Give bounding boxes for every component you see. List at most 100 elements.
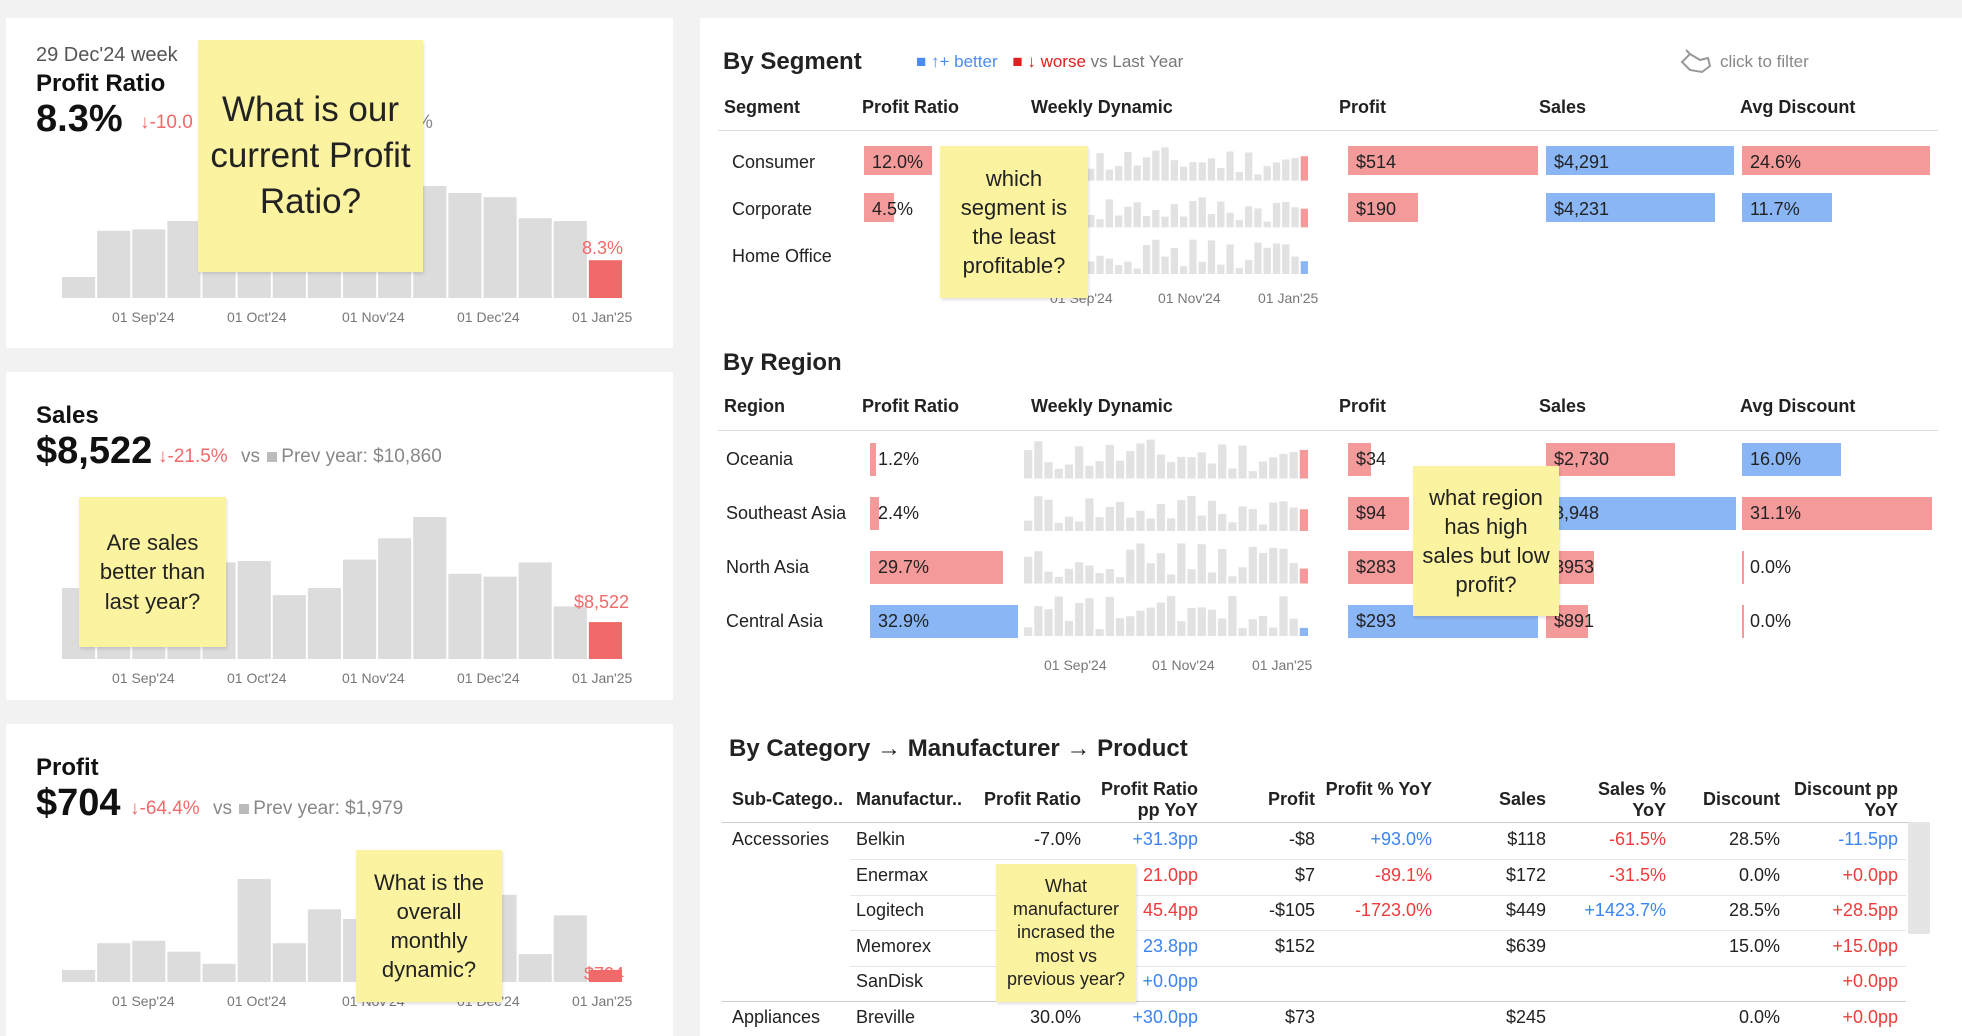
sales-bar[interactable] (1546, 193, 1716, 222)
ratio-bar[interactable] (870, 551, 1004, 584)
cat-col-profit-yoy[interactable]: Profit % YoY (1325, 779, 1432, 799)
seg-col-avg-discount[interactable]: Avg Discount (1740, 97, 1856, 117)
profit-bar[interactable] (1348, 146, 1538, 175)
week-bar[interactable] (132, 940, 166, 982)
week-bar[interactable] (132, 229, 166, 298)
spark-bar (1207, 463, 1217, 479)
week-bar[interactable] (448, 573, 482, 659)
week-bar[interactable] (378, 538, 412, 659)
week-bar[interactable] (272, 943, 306, 982)
spark-bar (1105, 169, 1113, 181)
manufacturer-cell[interactable]: Enermax (856, 864, 929, 885)
cat-col-discount-yoy[interactable]: Discount pp YoY (1794, 779, 1898, 820)
disc-bar[interactable] (1742, 605, 1744, 638)
segment-weekly-dynamic[interactable] (1050, 140, 1320, 280)
table-scrollbar[interactable] (1908, 822, 1930, 934)
week-bar[interactable] (518, 954, 552, 982)
week-bar[interactable] (237, 879, 271, 982)
row-divider (722, 1001, 1906, 1002)
week-bar[interactable] (307, 588, 341, 659)
profit-card[interactable]: Profit $704 ↓-64.4% vs Prev year: $1,979… (6, 724, 673, 1036)
current-week-bar[interactable] (588, 969, 622, 982)
reg-col-profit[interactable]: Profit (1339, 396, 1386, 416)
week-bar[interactable] (167, 221, 201, 298)
x-tick-label: 01 Jan'25 (572, 993, 632, 1009)
cat-col-profit-ratio[interactable]: Profit Ratio (984, 789, 1081, 809)
week-bar[interactable] (97, 943, 131, 982)
week-bar[interactable] (518, 562, 552, 659)
seg-col-sales[interactable]: Sales (1539, 97, 1587, 117)
seg-col-profit-ratio[interactable]: Profit Ratio (862, 97, 959, 117)
week-bar[interactable] (202, 963, 236, 982)
cat-col-manufacturer[interactable]: Manufactur.. (856, 789, 963, 809)
cat-col-sales-yoy[interactable]: Sales % YoY (1597, 779, 1666, 820)
cat-col-subcategory[interactable]: Sub-Catego.. (732, 789, 843, 809)
cat-col-discount[interactable]: Discount (1702, 789, 1780, 809)
disc-bar[interactable] (1742, 193, 1833, 222)
spark-bar (1054, 576, 1063, 584)
manufacturer-cell[interactable]: Memorex (856, 935, 932, 956)
x-tick-label: 01 Sep'24 (112, 309, 175, 325)
week-bar[interactable] (343, 559, 377, 659)
click-to-filter[interactable]: click to filter (1678, 48, 1809, 76)
ratio-bar[interactable] (864, 193, 894, 222)
week-bar[interactable] (518, 218, 552, 298)
profit-bar[interactable] (1348, 193, 1419, 222)
week-bar[interactable] (307, 909, 341, 982)
spark-bar (1105, 199, 1113, 228)
manufacturer-cell[interactable]: SanDisk (856, 971, 924, 991)
reg-col-profit-ratio[interactable]: Profit Ratio (862, 396, 959, 416)
manufacturer-cell[interactable]: Logitech (856, 900, 925, 920)
sales-bar[interactable] (1546, 146, 1734, 175)
disc-bar[interactable] (1742, 443, 1841, 476)
week-bar[interactable] (62, 277, 96, 298)
week-bar[interactable] (62, 969, 96, 982)
region-weekly-dynamic[interactable] (1024, 432, 1320, 642)
reg-col-avg-discount[interactable]: Avg Discount (1740, 396, 1856, 416)
week-bar[interactable] (483, 576, 517, 659)
current-week-bar[interactable] (588, 622, 622, 659)
profit-bar[interactable] (1348, 497, 1409, 530)
ratio-bar[interactable] (870, 443, 876, 476)
cat-col-profit[interactable]: Profit (1268, 789, 1315, 809)
sales-bar[interactable] (1546, 443, 1676, 476)
manufacturer-cell[interactable]: Belkin (856, 829, 906, 849)
seg-col-profit[interactable]: Profit (1339, 97, 1386, 117)
week-bar[interactable] (553, 606, 587, 659)
disc-bar[interactable] (1742, 497, 1932, 530)
spark-bar (1064, 568, 1074, 584)
week-bar[interactable] (237, 561, 271, 659)
reg-col-sales[interactable]: Sales (1539, 396, 1587, 416)
weekly-dynamic-sparklines[interactable] (1050, 140, 1320, 280)
x-tick-label: 01 Dec'24 (457, 309, 520, 325)
spark-bar (1238, 506, 1247, 531)
spark-bar (1289, 618, 1298, 636)
week-bar[interactable] (553, 221, 587, 298)
ratio-bar[interactable] (870, 605, 1018, 638)
profit-bar[interactable] (1348, 443, 1371, 476)
reg-col-weekly-dynamic[interactable]: Weekly Dynamic (1031, 396, 1173, 416)
ratio-bar[interactable] (870, 497, 879, 530)
disc-yoy-cell: +0.0pp (1842, 971, 1898, 991)
disc-bar[interactable] (1742, 551, 1744, 584)
manufacturer-cell[interactable]: Breville (856, 1006, 916, 1027)
cat-col-sales[interactable]: Sales (1498, 789, 1546, 809)
seg-col-weekly-dynamic[interactable]: Weekly Dynamic (1031, 97, 1173, 117)
weekly-dynamic-sparklines[interactable] (1024, 432, 1320, 642)
week-bar[interactable] (272, 595, 306, 659)
week-bar[interactable] (413, 517, 447, 659)
week-bar[interactable] (553, 915, 587, 982)
seg-col-segment[interactable]: Segment (724, 97, 801, 117)
current-week-bar[interactable] (588, 260, 622, 298)
week-bar[interactable] (448, 193, 482, 298)
sales-bar[interactable] (1546, 497, 1736, 530)
week-bar[interactable] (483, 197, 517, 298)
disc-bar[interactable] (1742, 146, 1930, 175)
week-bar[interactable] (97, 230, 131, 298)
ratio-bar[interactable] (864, 146, 932, 175)
cat-col-ratio-yoy[interactable]: Profit Ratio pp YoY (1101, 779, 1198, 820)
week-bar[interactable] (167, 951, 201, 982)
reg-col-region[interactable]: Region (724, 396, 785, 416)
